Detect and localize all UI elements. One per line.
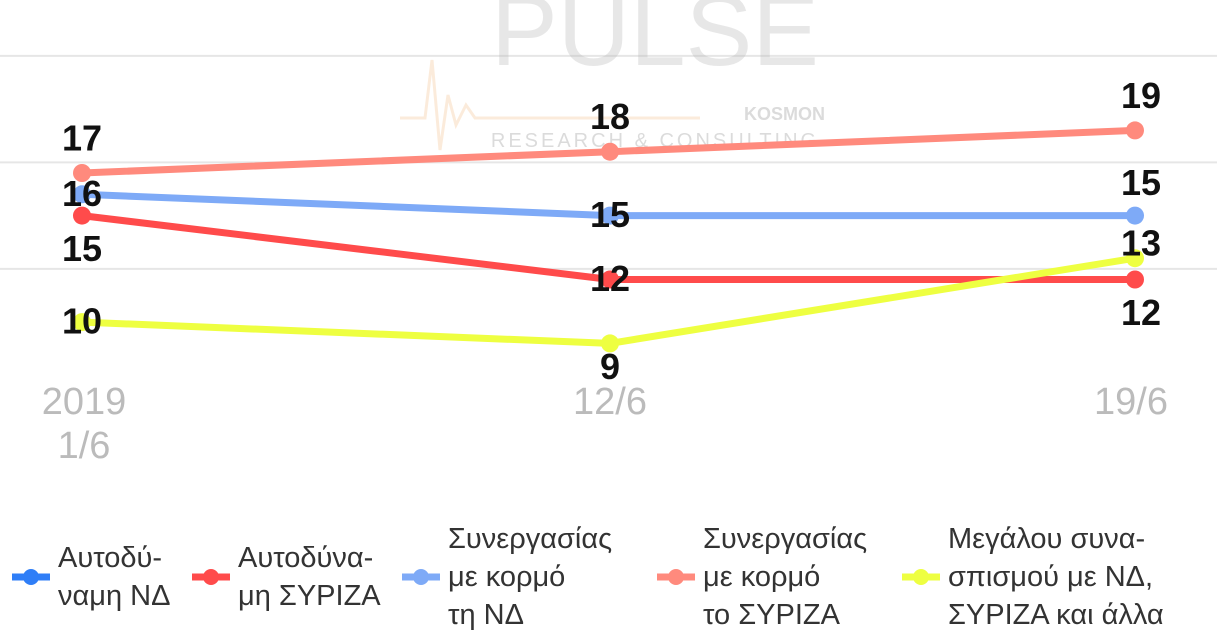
point: [73, 185, 91, 204]
point: [601, 206, 619, 225]
x-tick-label: 2019 1/6: [41, 381, 127, 467]
legend-dot: [913, 569, 929, 585]
value-label: 16: [62, 173, 102, 214]
legend-dot: [668, 569, 684, 585]
legend-item: Αυτοδύνα- μη ΣΥΡΙΖΑ: [190, 515, 381, 639]
legend-marker: [12, 569, 50, 585]
legend-marker: [657, 569, 695, 585]
legend-dot: [23, 569, 39, 585]
legend-label: Αυτοδύ- ναμη ΝΔ: [58, 542, 171, 612]
legend-marker: [902, 569, 940, 585]
point: [1126, 249, 1144, 268]
legend-dot: [203, 569, 219, 585]
watermark-title: PULSE: [491, 0, 819, 87]
value-label: 9: [600, 346, 620, 387]
point: [73, 164, 91, 182]
value-label: 12: [590, 258, 630, 299]
value-label: 15: [1121, 162, 1161, 203]
legend-item: Συνεργασίας με κορμό τη ΝΔ: [400, 515, 612, 639]
value-label: 12: [1121, 292, 1161, 333]
legend-dot: [413, 569, 429, 585]
point: [1126, 206, 1144, 225]
legend-item: Μεγάλου συνα- σπισμού με ΝΔ, ΣΥΡΙΖΑ και …: [900, 515, 1164, 639]
point: [601, 142, 619, 161]
value-label: 15: [590, 194, 630, 235]
x-tick-label: 12/6: [573, 381, 647, 423]
point: [1126, 121, 1144, 140]
legend-item: Αυτοδύ- ναμη ΝΔ: [10, 515, 170, 639]
value-label: 13: [1121, 223, 1161, 264]
point: [601, 334, 619, 353]
watermark-pulse: [400, 59, 700, 151]
point: [1126, 270, 1144, 289]
value-label: 18: [590, 96, 630, 137]
value-label: 10: [62, 301, 102, 342]
x-tick-label: 19/6: [1094, 381, 1168, 423]
legend-label: Αυτοδύνα- μη ΣΥΡΙΖΑ: [238, 542, 381, 612]
legend-label: Συνεργασίας με κορμό τη ΝΔ: [448, 523, 613, 631]
point: [601, 270, 619, 289]
point: [73, 206, 91, 225]
legend-label: Μεγάλου συνα- σπισμού με ΝΔ, ΣΥΡΙΖΑ και …: [948, 523, 1164, 631]
point: [73, 313, 91, 332]
legend-marker: [402, 569, 440, 585]
legend-item: Συνεργασίας με κορμό το ΣΥΡΙΖΑ: [655, 515, 867, 639]
value-label: 19: [1121, 75, 1161, 116]
value-label: 15: [62, 228, 102, 269]
legend-marker: [192, 569, 230, 585]
watermark-brand: KOSMON: [744, 104, 825, 124]
legend-label: Συνεργασίας με κορμό το ΣΥΡΙΖΑ: [703, 523, 868, 631]
value-label: 17: [62, 118, 102, 159]
